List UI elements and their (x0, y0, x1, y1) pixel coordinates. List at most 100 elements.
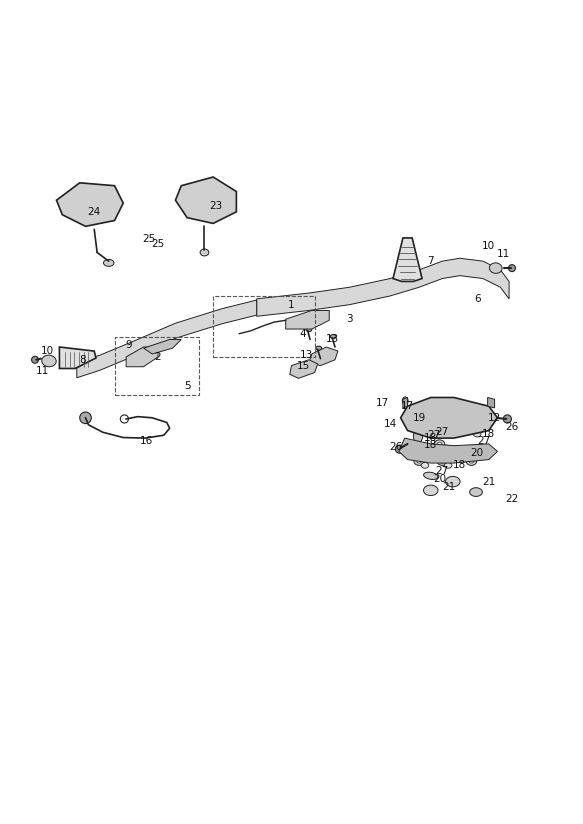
Polygon shape (126, 347, 158, 367)
Text: 10: 10 (41, 346, 54, 356)
Text: 5: 5 (184, 381, 191, 391)
Ellipse shape (104, 260, 114, 266)
Text: 9: 9 (126, 340, 132, 350)
Text: 8: 8 (79, 355, 86, 365)
Ellipse shape (473, 431, 481, 437)
Text: 15: 15 (297, 361, 310, 371)
Polygon shape (290, 360, 318, 378)
Text: 22: 22 (505, 494, 519, 504)
Ellipse shape (466, 424, 476, 433)
Text: 6: 6 (474, 294, 480, 304)
Circle shape (31, 356, 38, 363)
Text: 20: 20 (470, 447, 484, 457)
Ellipse shape (306, 328, 312, 331)
Polygon shape (59, 347, 96, 368)
Text: 10: 10 (482, 241, 496, 251)
Polygon shape (286, 311, 329, 329)
Polygon shape (143, 339, 181, 354)
Ellipse shape (42, 355, 56, 367)
Polygon shape (175, 177, 236, 223)
Ellipse shape (442, 428, 450, 434)
Ellipse shape (469, 447, 485, 456)
Ellipse shape (470, 488, 482, 496)
Ellipse shape (466, 457, 476, 466)
Circle shape (508, 265, 515, 272)
Text: 26: 26 (505, 422, 519, 432)
Ellipse shape (417, 447, 433, 456)
Text: 26: 26 (389, 442, 403, 452)
Text: 12: 12 (488, 413, 501, 423)
Text: 18: 18 (482, 429, 496, 439)
Text: 27: 27 (436, 466, 449, 476)
Text: 1: 1 (288, 300, 295, 310)
Polygon shape (487, 397, 494, 408)
Ellipse shape (426, 415, 435, 423)
Ellipse shape (187, 183, 231, 218)
Text: 27: 27 (477, 436, 491, 446)
Ellipse shape (442, 409, 450, 415)
Ellipse shape (442, 445, 450, 451)
Ellipse shape (423, 485, 438, 495)
Ellipse shape (424, 472, 438, 480)
Ellipse shape (417, 460, 422, 463)
Ellipse shape (200, 249, 209, 256)
Text: 25: 25 (152, 239, 164, 249)
Text: 19: 19 (413, 413, 426, 423)
Text: 11: 11 (497, 249, 510, 259)
Text: 14: 14 (384, 419, 397, 428)
Polygon shape (401, 397, 497, 438)
Ellipse shape (316, 346, 322, 350)
Circle shape (503, 415, 511, 423)
Text: 13: 13 (325, 335, 339, 344)
Text: 18: 18 (424, 433, 437, 443)
Text: 27: 27 (436, 428, 449, 438)
Text: 7: 7 (427, 256, 434, 266)
Ellipse shape (437, 407, 442, 411)
Text: 3: 3 (346, 314, 353, 324)
Text: 24: 24 (87, 207, 101, 217)
Ellipse shape (440, 460, 445, 463)
Text: 23: 23 (209, 201, 223, 211)
Circle shape (120, 415, 128, 423)
Polygon shape (77, 300, 257, 377)
Ellipse shape (437, 427, 442, 430)
Polygon shape (257, 258, 509, 316)
Ellipse shape (413, 430, 423, 442)
Ellipse shape (414, 457, 424, 466)
Text: 25: 25 (143, 234, 156, 244)
Ellipse shape (437, 457, 448, 466)
Text: 11: 11 (36, 367, 48, 377)
Text: 20: 20 (433, 474, 446, 484)
Ellipse shape (416, 411, 434, 424)
Ellipse shape (413, 411, 423, 424)
Circle shape (395, 445, 403, 453)
Text: 17: 17 (401, 401, 414, 411)
Text: 18: 18 (453, 461, 466, 471)
Text: 4: 4 (300, 329, 307, 339)
Text: 16: 16 (140, 436, 153, 446)
Text: 17: 17 (375, 398, 389, 409)
Text: 27: 27 (427, 430, 440, 440)
Ellipse shape (437, 442, 442, 446)
Ellipse shape (469, 411, 486, 424)
Ellipse shape (421, 462, 429, 468)
Ellipse shape (402, 397, 408, 405)
Ellipse shape (434, 440, 445, 448)
Polygon shape (57, 183, 123, 227)
Ellipse shape (434, 424, 445, 433)
Ellipse shape (434, 405, 445, 413)
Text: 21: 21 (442, 482, 456, 493)
Text: 2: 2 (154, 352, 161, 362)
Ellipse shape (70, 186, 119, 222)
Ellipse shape (444, 413, 458, 423)
Ellipse shape (489, 263, 502, 274)
Polygon shape (393, 238, 422, 282)
Ellipse shape (469, 427, 474, 430)
Polygon shape (57, 183, 123, 227)
Text: 13: 13 (300, 350, 312, 360)
Ellipse shape (444, 462, 452, 468)
Polygon shape (403, 397, 408, 408)
Text: 18: 18 (424, 440, 437, 450)
Ellipse shape (445, 476, 460, 487)
Polygon shape (309, 347, 338, 366)
